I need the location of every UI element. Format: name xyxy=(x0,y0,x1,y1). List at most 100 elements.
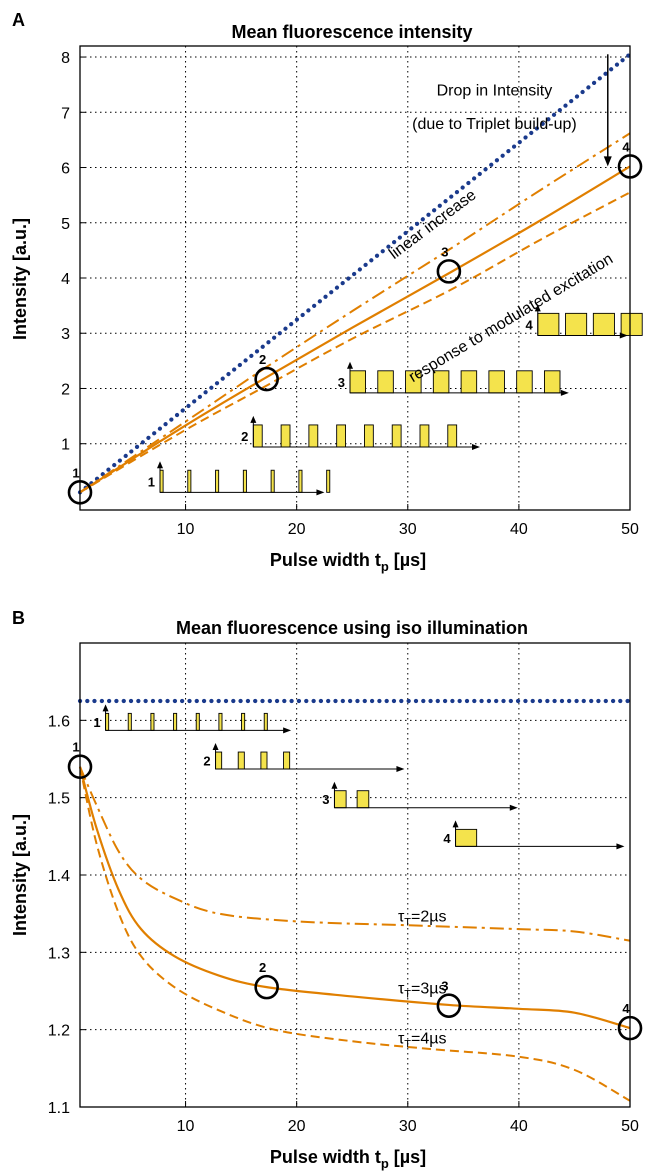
grid xyxy=(80,643,631,1108)
pulse xyxy=(150,712,155,731)
pulse xyxy=(447,424,458,448)
x-tick-label: 10 xyxy=(177,521,195,538)
tick-labels: 10 20 30 40 50 1.1 1.2 1.3 1.4 1.5 1.6 xyxy=(48,713,639,1135)
pulse xyxy=(215,469,220,493)
pulse xyxy=(280,424,291,448)
pulse-train-3: 3 xyxy=(322,781,518,811)
pulse-train-label: 2 xyxy=(203,754,210,769)
series-line-dashdot-orange xyxy=(79,766,631,942)
y-tick-label: 3 xyxy=(61,326,70,343)
pulse xyxy=(363,424,374,448)
pulse-train-label: 3 xyxy=(338,375,345,390)
tick-labels: 10 20 30 40 50 1 2 3 4 5 6 7 8 xyxy=(61,50,639,538)
series-label-symbol: τ xyxy=(398,980,405,997)
pulse xyxy=(543,370,561,394)
arrow-head xyxy=(347,361,353,369)
x-tick-label: 20 xyxy=(288,521,306,538)
plot-frame xyxy=(79,45,631,511)
x-tick-label: 50 xyxy=(621,1118,639,1135)
x-axis-label-unit: [µs] xyxy=(389,1147,426,1167)
pulse xyxy=(460,370,478,394)
pulse xyxy=(356,790,370,809)
pulse-train-2: 2 xyxy=(241,415,480,451)
panel-b: B Mean fluorescence using iso illuminati… xyxy=(10,608,643,1171)
marker-label: 3 xyxy=(441,979,448,994)
annotation-text: Drop in Intensity xyxy=(437,83,553,100)
arrow-head xyxy=(157,461,163,469)
pulse xyxy=(455,828,478,847)
series-label-symbol: τ xyxy=(398,1031,405,1048)
series-group xyxy=(77,52,633,495)
y-tick-label: 6 xyxy=(61,161,70,178)
pulse-train-4: 4 xyxy=(526,304,643,339)
x-axis-label-unit: [µs] xyxy=(389,550,426,570)
panel-a: A Mean fluorescence intensity 1 2 3 4 1 2 3 4 Dr… xyxy=(10,10,643,574)
x-axis-label: Pulse width tp [µs] xyxy=(270,550,426,574)
pulse xyxy=(377,370,394,394)
series-line-dotted-blue xyxy=(77,52,633,495)
y-axis-label: Intensity [a.u.] xyxy=(10,814,30,936)
arrow-head xyxy=(560,389,569,396)
pulse-train-label: 1 xyxy=(148,474,155,489)
marker-circle xyxy=(436,993,462,1018)
marker-label: 1 xyxy=(72,740,79,755)
x-axis-label-main: Pulse width t xyxy=(270,550,381,570)
x-tick-label: 20 xyxy=(288,1118,306,1135)
chart-title: Mean fluorescence using iso illumination xyxy=(176,618,528,638)
marker-label: 1 xyxy=(72,465,79,480)
pulse xyxy=(620,312,643,336)
y-tick-label: 1.3 xyxy=(48,945,70,962)
marker-label: 4 xyxy=(622,139,630,154)
pulse xyxy=(242,469,247,493)
x-tick-label: 30 xyxy=(399,1118,417,1135)
y-tick-label: 5 xyxy=(61,216,70,233)
y-tick-label: 1.5 xyxy=(48,791,70,808)
pulse xyxy=(215,751,223,770)
series-label: τT=2µs xyxy=(398,908,447,928)
y-tick-label: 7 xyxy=(61,105,70,122)
series-label-value: =2µs xyxy=(411,908,446,925)
y-tick-label: 1.6 xyxy=(48,713,70,730)
marker-label: 2 xyxy=(259,352,266,367)
arrow-head xyxy=(619,332,628,339)
series-label-value: =3µs xyxy=(411,980,446,997)
pulse xyxy=(195,712,200,731)
pulse-train-label: 1 xyxy=(93,715,100,730)
pulse xyxy=(263,712,268,731)
pulse-train-label: 4 xyxy=(526,317,534,332)
series-line-solid-orange xyxy=(79,165,631,494)
arrow-head xyxy=(316,489,325,496)
series-line-dashed-orange xyxy=(79,191,631,494)
x-axis-label-sub: p xyxy=(381,1156,389,1171)
pulse-train-4: 4 xyxy=(443,820,625,850)
marker-label: 2 xyxy=(259,960,266,975)
x-axis-label: Pulse width tp [µs] xyxy=(270,1147,426,1171)
series-line-solid-orange xyxy=(78,766,631,1030)
pulse-train-label: 4 xyxy=(443,831,451,846)
pulse xyxy=(283,751,291,770)
arrow-head xyxy=(331,781,338,789)
pulse-train-1: 1 xyxy=(148,461,331,496)
series-label-sub: T xyxy=(404,988,411,1000)
series-label-sub: T xyxy=(404,1039,411,1051)
pulse xyxy=(336,424,347,448)
pulse xyxy=(218,712,223,731)
marker-circle xyxy=(254,366,279,392)
x-tick-label: 50 xyxy=(621,521,639,538)
arrow-head xyxy=(616,843,625,850)
pulse xyxy=(308,424,319,448)
annotations: 1 2 3 4 1 2 3 4 Drop in Intensity (due to Triplet… xyxy=(67,54,643,505)
pulse xyxy=(187,469,192,493)
arrow-head xyxy=(212,743,219,751)
y-tick-label: 1.1 xyxy=(48,1100,70,1117)
series-group xyxy=(77,698,633,1102)
pulse xyxy=(516,370,533,394)
series-label-value: =4µs xyxy=(411,1031,446,1048)
pulse xyxy=(326,469,331,493)
arrow-head xyxy=(250,415,257,423)
series-line-dashdot-orange xyxy=(79,132,631,494)
arrow-head xyxy=(452,820,459,828)
pulse xyxy=(127,712,132,731)
pulse xyxy=(488,370,505,394)
